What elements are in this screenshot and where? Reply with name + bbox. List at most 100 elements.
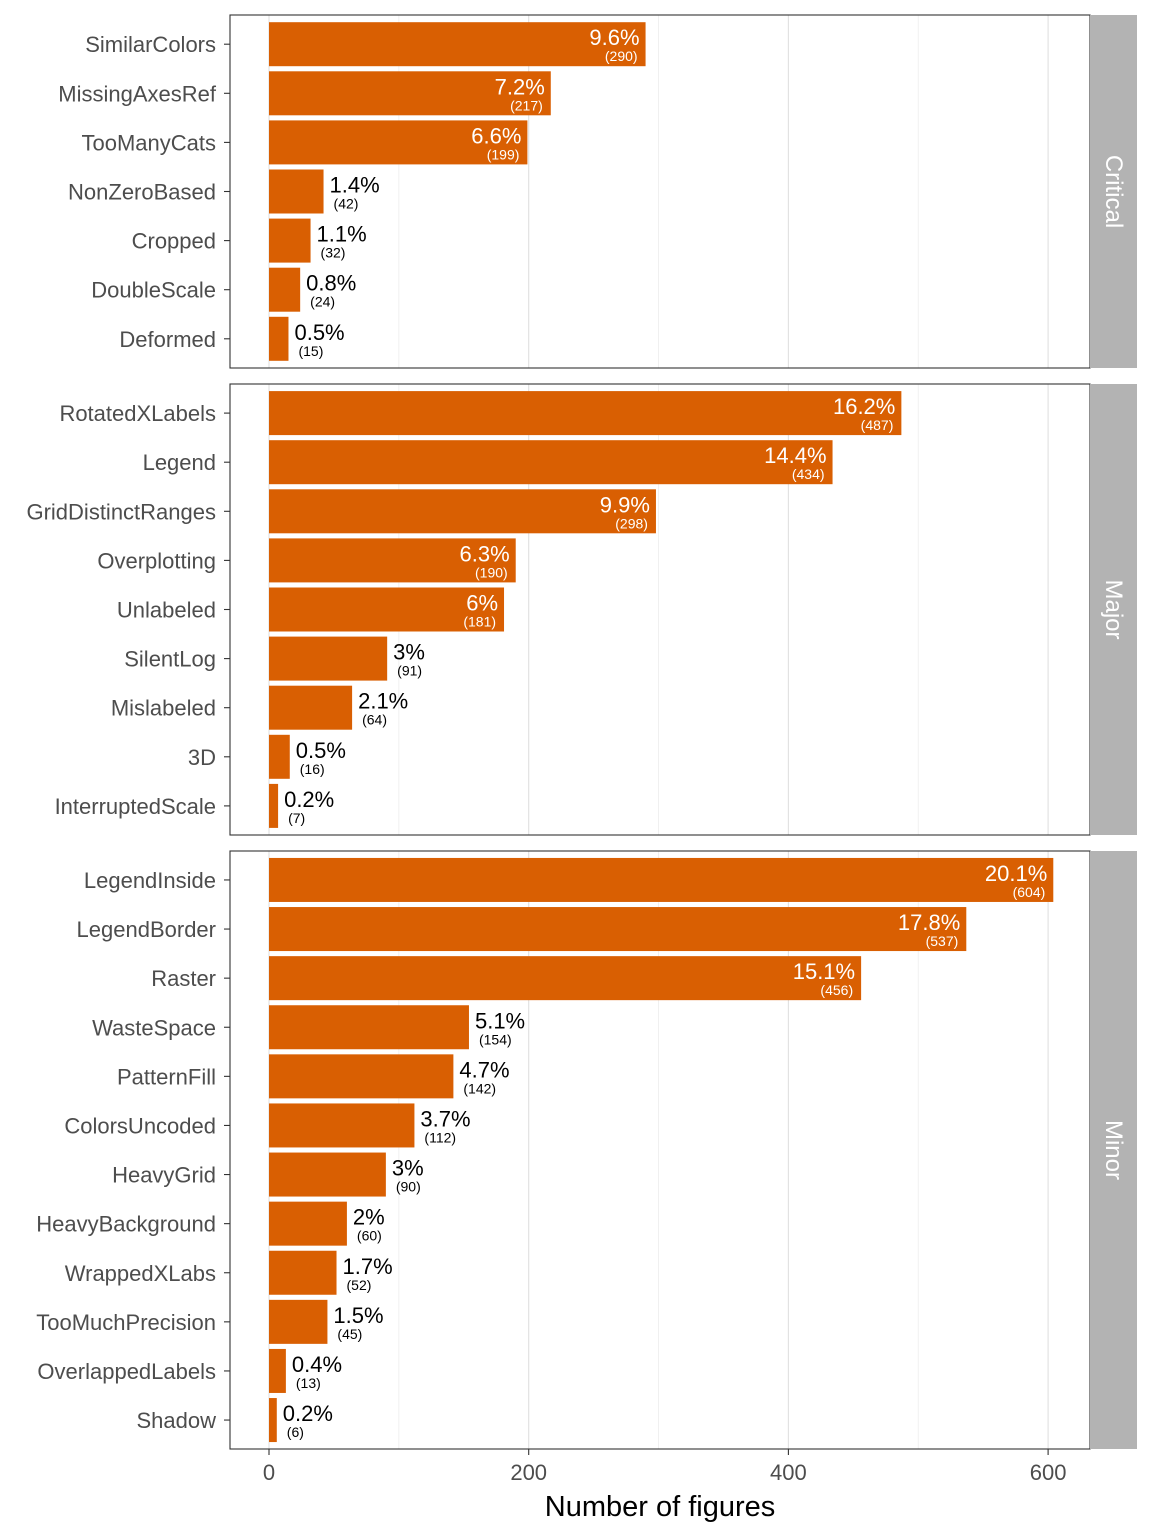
category-label: Shadow bbox=[136, 1408, 216, 1433]
facet-strip-major bbox=[1090, 384, 1137, 835]
count-label: (90) bbox=[396, 1179, 421, 1195]
count-label: (604) bbox=[1013, 884, 1046, 900]
bar-rotatedxlabels bbox=[269, 391, 902, 436]
category-label: Overplotting bbox=[97, 548, 216, 573]
percent-label: 0.2% bbox=[284, 787, 334, 812]
bar-silentlog bbox=[269, 636, 388, 681]
percent-label: 4.7% bbox=[459, 1057, 509, 1082]
bar-legendborder bbox=[269, 907, 967, 952]
count-label: (434) bbox=[792, 466, 825, 482]
percent-label: 3% bbox=[392, 1156, 424, 1181]
facet-strip-critical bbox=[1090, 15, 1137, 368]
category-label: Cropped bbox=[132, 229, 216, 254]
bar-unlabeled bbox=[269, 587, 505, 632]
category-label: OverlappedLabels bbox=[37, 1359, 216, 1384]
bar-legend bbox=[269, 440, 833, 485]
count-label: (64) bbox=[362, 712, 387, 728]
count-label: (15) bbox=[298, 343, 323, 359]
count-label: (142) bbox=[463, 1080, 496, 1096]
facet-label-minor: Minor bbox=[1100, 1120, 1127, 1180]
count-label: (112) bbox=[424, 1129, 456, 1145]
percent-label: 1.7% bbox=[343, 1254, 393, 1279]
percent-label: 6.6% bbox=[471, 123, 521, 148]
percent-label: 0.5% bbox=[294, 320, 344, 345]
count-label: (298) bbox=[615, 515, 648, 531]
category-label: 3D bbox=[188, 745, 216, 770]
percent-label: 9.6% bbox=[589, 25, 639, 50]
bar-doublescale bbox=[269, 267, 301, 312]
bar-wrappedxlabs bbox=[269, 1250, 337, 1295]
bar-legendinside bbox=[269, 857, 1054, 902]
bar-deformed bbox=[269, 316, 289, 361]
bar-griddistinctranges bbox=[269, 489, 656, 534]
bar-raster bbox=[269, 956, 862, 1001]
bar-shadow bbox=[269, 1398, 277, 1443]
percent-label: 0.4% bbox=[292, 1352, 342, 1377]
category-label: MissingAxesRef bbox=[58, 81, 217, 106]
count-label: (24) bbox=[310, 294, 335, 310]
bar-nonzerobased bbox=[269, 169, 324, 214]
category-label: WrappedXLabs bbox=[65, 1261, 216, 1286]
category-label: Legend bbox=[143, 450, 216, 475]
category-label: LegendInside bbox=[84, 868, 216, 893]
bar-overlappedlabels bbox=[269, 1348, 286, 1393]
percent-label: 6% bbox=[466, 591, 498, 616]
count-label: (217) bbox=[510, 97, 543, 113]
category-label: TooMuchPrecision bbox=[36, 1310, 216, 1335]
facet-strip-minor bbox=[1090, 851, 1137, 1449]
percent-label: 5.1% bbox=[475, 1008, 525, 1033]
bar-missingaxesref bbox=[269, 71, 551, 116]
facet-label-major: Major bbox=[1100, 579, 1127, 639]
category-label: Deformed bbox=[119, 327, 216, 352]
category-label: SilentLog bbox=[124, 647, 216, 672]
percent-label: 0.5% bbox=[296, 738, 346, 763]
bar-interruptedscale bbox=[269, 783, 279, 828]
bar-wastespace bbox=[269, 1005, 469, 1050]
percent-label: 16.2% bbox=[833, 394, 895, 419]
percent-label: 3% bbox=[393, 640, 425, 665]
category-label: LegendBorder bbox=[77, 917, 216, 942]
percent-label: 2.1% bbox=[358, 689, 408, 714]
category-label: Mislabeled bbox=[111, 696, 216, 721]
count-label: (52) bbox=[347, 1277, 372, 1293]
facet-label-critical: Critical bbox=[1100, 155, 1127, 228]
percent-label: 1.4% bbox=[330, 173, 380, 198]
percent-label: 0.8% bbox=[306, 271, 356, 296]
count-label: (456) bbox=[820, 982, 853, 998]
count-label: (190) bbox=[475, 564, 508, 580]
count-label: (487) bbox=[861, 417, 894, 433]
percent-label: 2% bbox=[353, 1205, 385, 1230]
category-label: HeavyBackground bbox=[36, 1212, 216, 1237]
bar-3d bbox=[269, 734, 290, 779]
count-label: (42) bbox=[334, 196, 359, 212]
bar-cropped bbox=[269, 218, 311, 263]
category-label: ColorsUncoded bbox=[64, 1113, 216, 1138]
count-label: (537) bbox=[926, 933, 959, 949]
count-label: (13) bbox=[296, 1375, 321, 1391]
category-label: InterruptedScale bbox=[55, 794, 216, 819]
percent-label: 15.1% bbox=[793, 959, 855, 984]
percent-label: 1.1% bbox=[317, 222, 367, 247]
count-label: (32) bbox=[321, 245, 346, 261]
count-label: (154) bbox=[479, 1031, 512, 1047]
percent-label: 3.7% bbox=[420, 1106, 470, 1131]
category-label: RotatedXLabels bbox=[59, 401, 216, 426]
category-label: WasteSpace bbox=[92, 1015, 216, 1040]
category-label: DoubleScale bbox=[91, 278, 216, 303]
category-label: GridDistinctRanges bbox=[26, 499, 216, 524]
percent-label: 14.4% bbox=[764, 443, 826, 468]
count-label: (45) bbox=[337, 1326, 362, 1342]
category-label: PatternFill bbox=[117, 1064, 216, 1089]
percent-label: 1.5% bbox=[333, 1303, 383, 1328]
count-label: (199) bbox=[487, 146, 520, 162]
count-label: (16) bbox=[300, 761, 325, 777]
bar-heavybackground bbox=[269, 1201, 347, 1246]
category-label: TooManyCats bbox=[81, 130, 216, 155]
count-label: (7) bbox=[288, 810, 305, 826]
category-label: Raster bbox=[151, 966, 216, 991]
bar-overplotting bbox=[269, 538, 516, 583]
x-tick-label: 400 bbox=[770, 1460, 807, 1485]
bar-colorsuncoded bbox=[269, 1103, 415, 1148]
